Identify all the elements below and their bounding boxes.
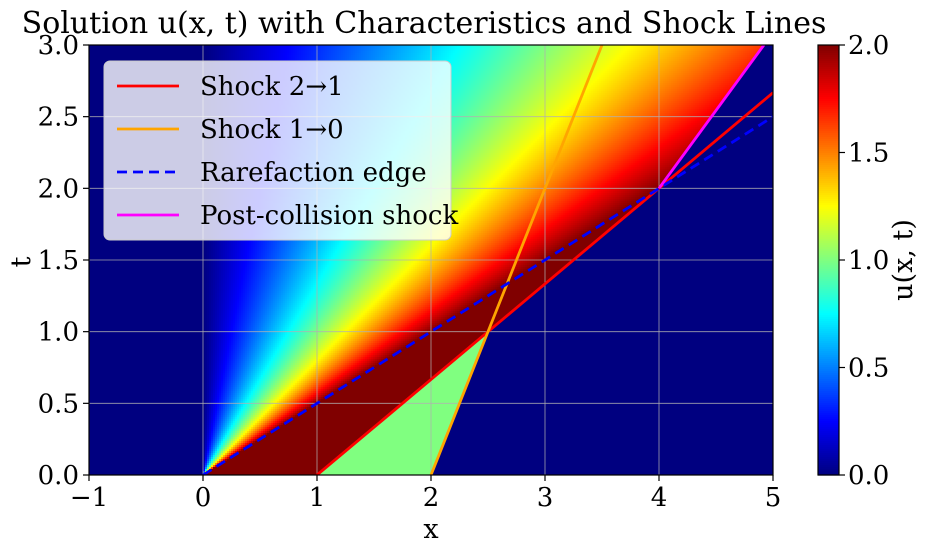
chart-title: Solution u(x, t) with Characteristics an… bbox=[22, 6, 827, 41]
